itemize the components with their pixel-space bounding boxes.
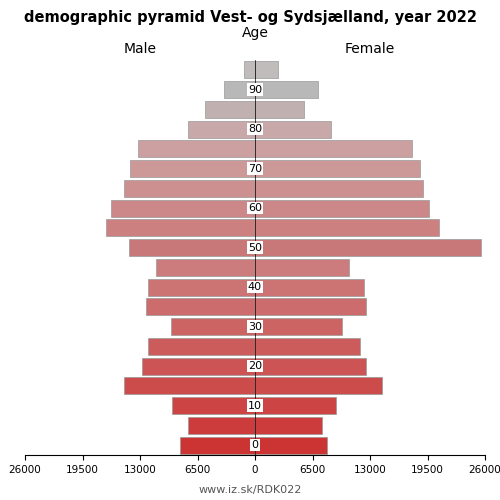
Bar — [206, 101, 255, 118]
Text: 20: 20 — [248, 361, 262, 371]
Text: 40: 40 — [248, 282, 262, 292]
Bar — [255, 160, 420, 177]
Bar — [255, 81, 318, 98]
Bar — [138, 140, 255, 158]
Bar — [255, 62, 278, 78]
Bar — [255, 140, 412, 158]
Bar — [171, 318, 255, 335]
Bar — [255, 239, 480, 256]
Bar — [146, 298, 255, 316]
Bar — [148, 278, 255, 295]
Bar — [111, 200, 255, 216]
Text: demographic pyramid Vest- og Sydsjælland, year 2022: demographic pyramid Vest- og Sydsjælland… — [24, 10, 476, 25]
Bar — [244, 62, 255, 78]
Bar — [180, 436, 255, 454]
Text: 0: 0 — [252, 440, 258, 450]
Bar — [106, 220, 255, 236]
Bar — [255, 220, 439, 236]
Bar — [255, 397, 336, 414]
Bar — [188, 120, 255, 138]
Text: Female: Female — [345, 42, 395, 56]
Bar — [255, 259, 349, 276]
Bar — [156, 259, 255, 276]
Bar — [188, 417, 255, 434]
Text: 60: 60 — [248, 203, 262, 213]
Bar — [255, 298, 366, 316]
Bar — [255, 200, 430, 216]
Bar — [255, 358, 366, 374]
Bar — [148, 338, 255, 355]
Text: 50: 50 — [248, 242, 262, 252]
Bar — [172, 397, 255, 414]
Bar — [142, 358, 255, 374]
Bar — [255, 101, 304, 118]
Text: 80: 80 — [248, 124, 262, 134]
Bar — [255, 436, 326, 454]
Bar — [255, 338, 360, 355]
Text: 30: 30 — [248, 322, 262, 332]
Bar — [124, 180, 255, 197]
Bar — [255, 318, 342, 335]
Bar — [224, 81, 255, 98]
Bar — [255, 278, 364, 295]
Bar — [255, 120, 331, 138]
Text: Male: Male — [124, 42, 156, 56]
Text: 10: 10 — [248, 400, 262, 410]
Bar — [124, 378, 255, 394]
Bar — [130, 160, 255, 177]
Bar — [255, 180, 423, 197]
Text: Age: Age — [242, 26, 268, 40]
Text: www.iz.sk/RDK022: www.iz.sk/RDK022 — [198, 485, 302, 495]
Bar — [255, 417, 322, 434]
Bar — [130, 239, 255, 256]
Text: 70: 70 — [248, 164, 262, 173]
Bar — [255, 378, 382, 394]
Text: 90: 90 — [248, 84, 262, 94]
